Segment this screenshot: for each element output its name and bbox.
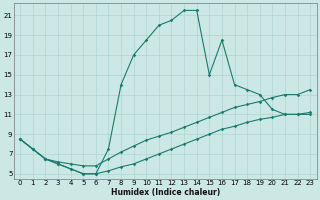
X-axis label: Humidex (Indice chaleur): Humidex (Indice chaleur)	[111, 188, 220, 197]
